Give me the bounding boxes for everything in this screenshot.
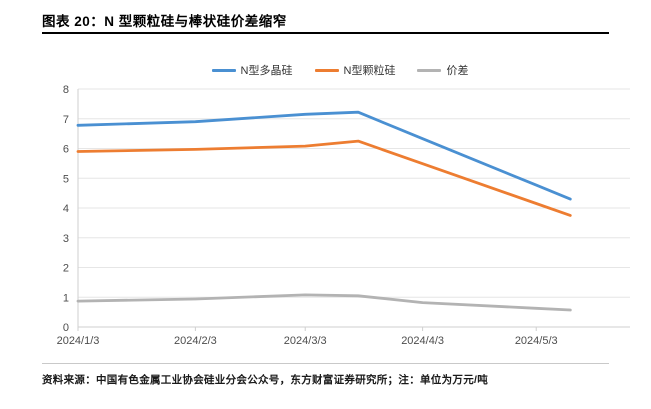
- legend-item-0: N型多晶硅: [211, 62, 293, 78]
- series-line-1: [76, 139, 572, 217]
- y-tick-label: 0: [63, 322, 69, 334]
- series-line-0: [76, 110, 572, 201]
- y-tick-label: 6: [63, 144, 69, 156]
- y-tick-label: 8: [63, 84, 69, 96]
- line-chart: 0 1 2 3 4 5 6 7 8 2024/1/3 2024/2/3 2024/3/3 2024/4/…: [57, 84, 630, 347]
- legend-label-1: N型颗粒硅: [343, 65, 396, 77]
- series-line-2: [76, 293, 572, 312]
- y-tick-label: 5: [63, 173, 69, 185]
- x-tick-label: 2024/1/3: [57, 335, 100, 347]
- y-tick-label: 7: [63, 114, 69, 126]
- legend-item-2: 价差: [417, 62, 468, 78]
- figure-title: 图表 20：N 型颗粒硅与棒状硅价差缩窄: [42, 14, 287, 29]
- legend-item-1: N型颗粒硅: [314, 62, 396, 78]
- legend-swatch-1: [314, 68, 339, 72]
- footer-divider: [42, 363, 609, 364]
- x-tick-label: 2024/4/3: [401, 335, 444, 347]
- title-underline: [42, 32, 609, 34]
- x-tick-label: 2024/2/3: [174, 335, 217, 347]
- x-tick-label: 2024/5/3: [515, 335, 558, 347]
- legend-label-2: 价差: [446, 65, 469, 77]
- y-tick-label: 3: [63, 233, 69, 245]
- y-tick-label: 2: [63, 263, 69, 275]
- legend-swatch-2: [417, 68, 442, 72]
- y-tick-label: 1: [63, 292, 69, 304]
- legend-label-0: N型多晶硅: [240, 65, 293, 77]
- x-tick-label: 2024/3/3: [284, 335, 327, 347]
- y-tick-label: 4: [63, 203, 69, 215]
- legend-swatch-0: [211, 68, 236, 72]
- chart-legend: N型多晶硅 N型颗粒硅 价差: [40, 62, 640, 78]
- source-note: 资料来源：中国有色金属工业协会硅业分会公众号，东方财富证券研究所；注：单位为万元…: [42, 374, 489, 386]
